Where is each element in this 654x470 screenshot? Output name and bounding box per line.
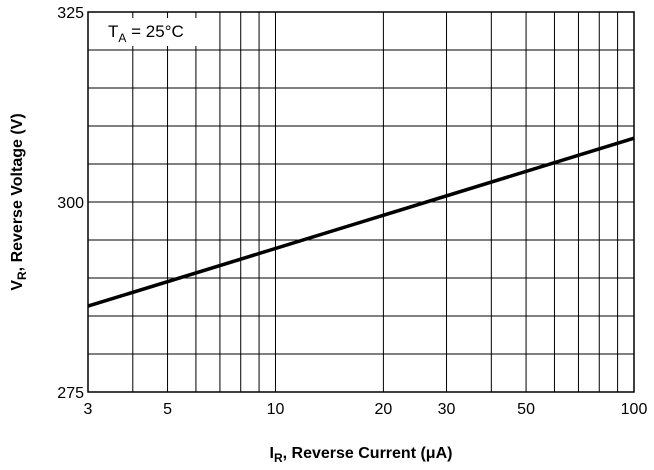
x-tick-label: 50 (517, 401, 535, 418)
y-tick-label: 300 (57, 195, 84, 212)
x-tick-label: 30 (438, 401, 456, 418)
x-tick-label: 100 (621, 401, 648, 418)
grid (88, 12, 634, 392)
y-axis-label: VR, Reverse Voltage (V) (9, 113, 29, 290)
x-tick-label: 20 (374, 401, 392, 418)
y-tick-labels: 275 300 325 (57, 5, 84, 402)
x-tick-label: 3 (84, 401, 93, 418)
x-tick-label: 5 (163, 401, 172, 418)
x-tick-label: 10 (267, 401, 285, 418)
series-line (87, 136, 635, 308)
plot-frame (87, 11, 635, 393)
annotation-background (104, 18, 206, 46)
temperature-annotation: TA = 25°C (108, 22, 184, 45)
x-axis-label: IR, Reverse Current (μA) (270, 445, 453, 465)
x-tick-labels: 3 5 10 20 30 50 100 (84, 401, 648, 418)
y-tick-label: 325 (57, 5, 84, 22)
y-tick-label: 275 (57, 385, 84, 402)
